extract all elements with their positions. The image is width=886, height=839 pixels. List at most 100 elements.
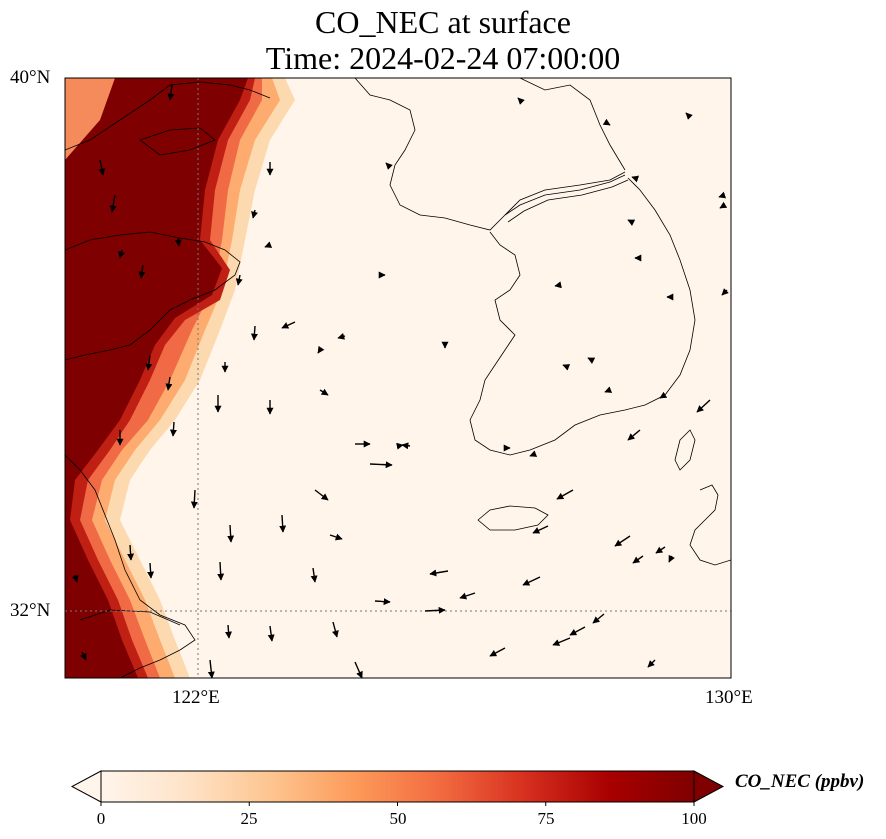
wind-arrow bbox=[614, 535, 631, 547]
wind-arrow bbox=[264, 241, 273, 248]
wind-arrow bbox=[337, 332, 346, 340]
wind-arrow bbox=[719, 201, 728, 209]
wind-arrow bbox=[604, 386, 613, 393]
coastline-island bbox=[139, 127, 216, 156]
lat-tick-label-40: 40°N bbox=[10, 67, 51, 88]
coastline-north-korea-east-top bbox=[519, 78, 626, 171]
coastline-jiangsu bbox=[65, 454, 196, 678]
coastline-jeju bbox=[477, 505, 549, 531]
wind-arrow bbox=[396, 442, 404, 450]
dmz-line-2 bbox=[507, 179, 629, 223]
colorbar-extend-max bbox=[693, 770, 725, 803]
wind-arrow bbox=[556, 489, 574, 500]
colorbar-extend-min bbox=[70, 770, 102, 803]
plume-edge-wedge bbox=[65, 78, 115, 160]
wind-arrow bbox=[250, 325, 258, 341]
colorbar-label: CO_NEC (ppbv) bbox=[735, 771, 865, 792]
coastline-kyushu bbox=[689, 484, 731, 566]
colorbar-tick-label: 0 bbox=[96, 809, 106, 828]
wind-arrow bbox=[167, 84, 175, 101]
wind-arrow bbox=[647, 659, 656, 668]
wind-arrow bbox=[429, 569, 449, 577]
wind-arrow bbox=[627, 219, 636, 226]
wind-arrow bbox=[562, 364, 571, 371]
wind-arrow bbox=[517, 97, 525, 105]
wind-arrow bbox=[225, 624, 233, 639]
wind-arrow bbox=[569, 626, 586, 636]
wind-arrow bbox=[718, 191, 727, 199]
wind-arrow bbox=[385, 162, 393, 170]
wind-arrow bbox=[138, 264, 146, 279]
colorbar-tick-label: 25 bbox=[240, 809, 258, 828]
colorbar bbox=[70, 770, 725, 806]
wind-arrow bbox=[235, 274, 243, 286]
wind-arrow bbox=[631, 175, 640, 183]
wind-arrow bbox=[118, 249, 125, 259]
wind-arrow bbox=[655, 546, 666, 554]
wind-arrow bbox=[489, 647, 506, 657]
wind-arrow bbox=[227, 524, 235, 543]
wind-arrow bbox=[401, 442, 411, 450]
lon-tick-label-130: 130°E bbox=[705, 687, 753, 708]
wind-arrow bbox=[354, 661, 363, 678]
wind-arrow bbox=[279, 514, 287, 533]
wind-arrow bbox=[169, 421, 177, 437]
wind-arrow bbox=[529, 450, 538, 457]
wind-arrow bbox=[696, 399, 711, 413]
wind-arrow bbox=[314, 489, 329, 501]
wind-arrow bbox=[592, 613, 605, 624]
wind-arrow bbox=[267, 625, 275, 642]
wind-arrow bbox=[659, 391, 668, 399]
wind-arrow bbox=[145, 354, 153, 371]
wind-arrow bbox=[310, 567, 318, 583]
wind-arrow bbox=[127, 544, 135, 561]
wind-arrow bbox=[668, 554, 675, 563]
wind-arrow bbox=[329, 533, 343, 541]
coastline-tsushima bbox=[674, 429, 696, 471]
map-frame bbox=[64, 77, 732, 679]
wind-vectors bbox=[71, 84, 729, 678]
plume-core bbox=[65, 78, 248, 678]
wind-arrow bbox=[109, 194, 117, 213]
wind-arrow bbox=[147, 562, 155, 579]
wind-arrow bbox=[369, 461, 393, 469]
wind-arrow bbox=[627, 429, 641, 441]
gridlines bbox=[65, 78, 731, 678]
wind-arrow bbox=[374, 598, 391, 606]
wind-arrow bbox=[459, 592, 476, 600]
plume-core-extension bbox=[65, 210, 130, 300]
wind-arrow bbox=[174, 237, 182, 247]
colorbar-tick-label: 100 bbox=[681, 809, 707, 828]
coastlines bbox=[65, 78, 731, 678]
coastline-south-korea bbox=[469, 177, 696, 456]
wind-arrow bbox=[552, 637, 571, 646]
lat-tick-label-32: 32°N bbox=[10, 600, 51, 621]
map-title: CO_NEC at surface bbox=[315, 4, 571, 40]
wind-arrow bbox=[165, 376, 173, 391]
wind-arrow bbox=[319, 388, 329, 396]
wind-arrow bbox=[632, 555, 644, 564]
colorbar-tick-label: 75 bbox=[537, 809, 555, 828]
coastline-liaodong bbox=[65, 81, 271, 151]
wind-arrow bbox=[522, 576, 541, 586]
dmz-line-1 bbox=[504, 174, 626, 216]
wind-arrow bbox=[424, 606, 446, 614]
map-time-subtitle: Time: 2024-02-24 07:00:00 bbox=[265, 40, 621, 76]
wind-arrow bbox=[251, 209, 258, 219]
wind-arrow bbox=[190, 489, 198, 509]
wind-arrow bbox=[80, 651, 87, 661]
colorbar-ticks bbox=[100, 802, 695, 806]
wind-arrow bbox=[317, 345, 325, 354]
wind-arrow bbox=[532, 525, 549, 534]
wind-arrow bbox=[602, 118, 611, 126]
wind-arrow bbox=[721, 288, 729, 296]
lon-tick-label-122: 122°E bbox=[172, 687, 220, 708]
wind-arrow bbox=[98, 159, 106, 176]
co-concentration-plume bbox=[65, 78, 295, 678]
wind-arrow bbox=[207, 659, 215, 678]
coastline-shandong bbox=[65, 231, 241, 361]
colorbar-gradient bbox=[101, 771, 694, 802]
wind-arrow bbox=[685, 112, 693, 120]
wind-arrow bbox=[331, 621, 339, 638]
